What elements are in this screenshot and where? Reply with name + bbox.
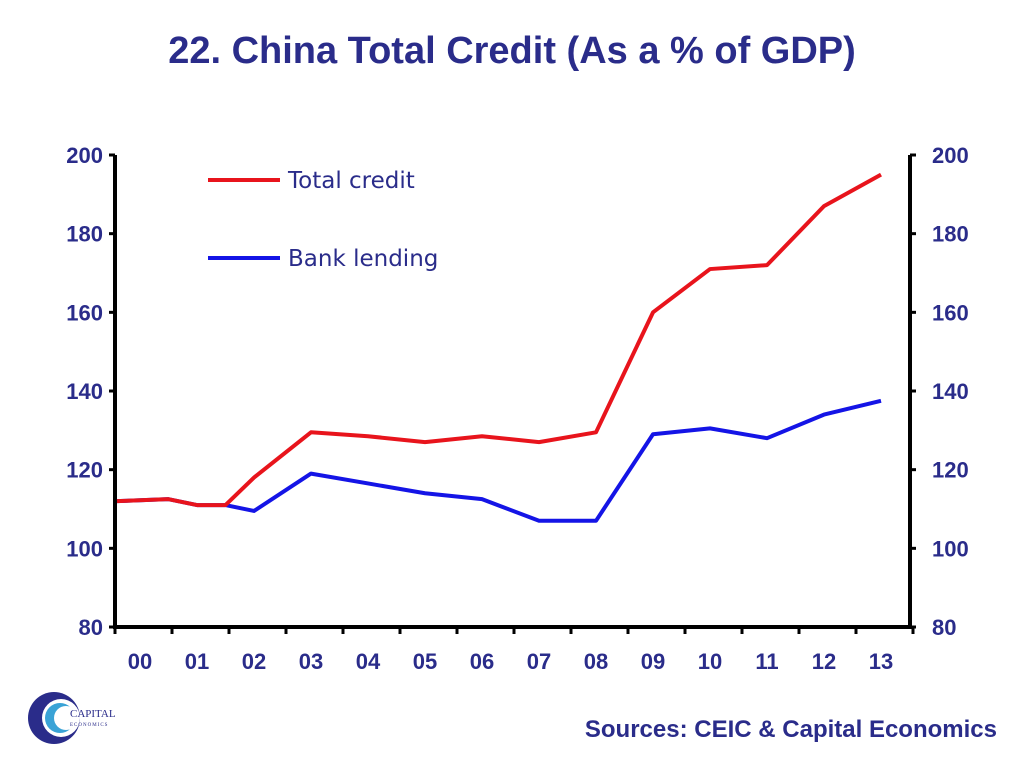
capital-economics-logo-icon: CAPITAL ECONOMICS <box>28 692 116 744</box>
y-left-tick-label: 200 <box>66 143 103 168</box>
y-left-tick-label: 120 <box>66 458 103 483</box>
legend-label: Bank lending <box>288 246 438 272</box>
y-right-tick-label: 80 <box>932 615 956 640</box>
page-title: 22. China Total Credit (As a % of GDP) <box>168 30 856 72</box>
chart-axes: 80 100 120 140 160 180 200 80 100 120 140 160 180 200… <box>66 143 968 674</box>
chart-series <box>116 172 882 523</box>
x-tick-label: 12 <box>812 649 836 674</box>
y-left-tick-label: 160 <box>66 300 103 325</box>
chart-legend: Total credit Bank lending <box>208 168 438 272</box>
logo-text-capital: CAPITAL <box>70 708 116 720</box>
x-tick-label: 11 <box>755 649 778 674</box>
x-tick-label: 07 <box>527 649 551 674</box>
y-right-tick-label: 200 <box>932 143 969 168</box>
x-tick-label: 03 <box>299 649 323 674</box>
y-right-tick-label: 120 <box>932 458 969 483</box>
x-tick-label: 06 <box>470 649 494 674</box>
y-right-tick-label: 140 <box>932 379 969 404</box>
x-tick-label: 04 <box>356 649 381 674</box>
y-right-tick-label: 100 <box>932 536 969 561</box>
source-note: Sources: CEIC & Capital Economics <box>584 716 997 743</box>
series-line-bank-lending <box>116 398 882 523</box>
x-tick-label: 09 <box>641 649 665 674</box>
x-tick-label: 08 <box>584 649 608 674</box>
x-tick-label: 00 <box>128 649 152 674</box>
y-left-tick-label: 80 <box>79 615 103 640</box>
x-tick-label: 05 <box>413 649 437 674</box>
x-tick-label: 01 <box>185 649 209 674</box>
logo-text-economics: ECONOMICS <box>70 723 108 728</box>
series-line-total-credit <box>116 172 882 508</box>
y-right-tick-label: 180 <box>932 222 969 247</box>
x-tick-label: 13 <box>869 649 893 674</box>
x-tick-label: 02 <box>242 649 266 674</box>
y-left-tick-label: 180 <box>66 222 103 247</box>
legend-label: Total credit <box>287 168 415 194</box>
y-left-tick-label: 100 <box>66 536 103 561</box>
x-tick-label: 10 <box>698 649 722 674</box>
y-right-tick-label: 160 <box>932 300 969 325</box>
y-left-tick-label: 140 <box>66 379 103 404</box>
